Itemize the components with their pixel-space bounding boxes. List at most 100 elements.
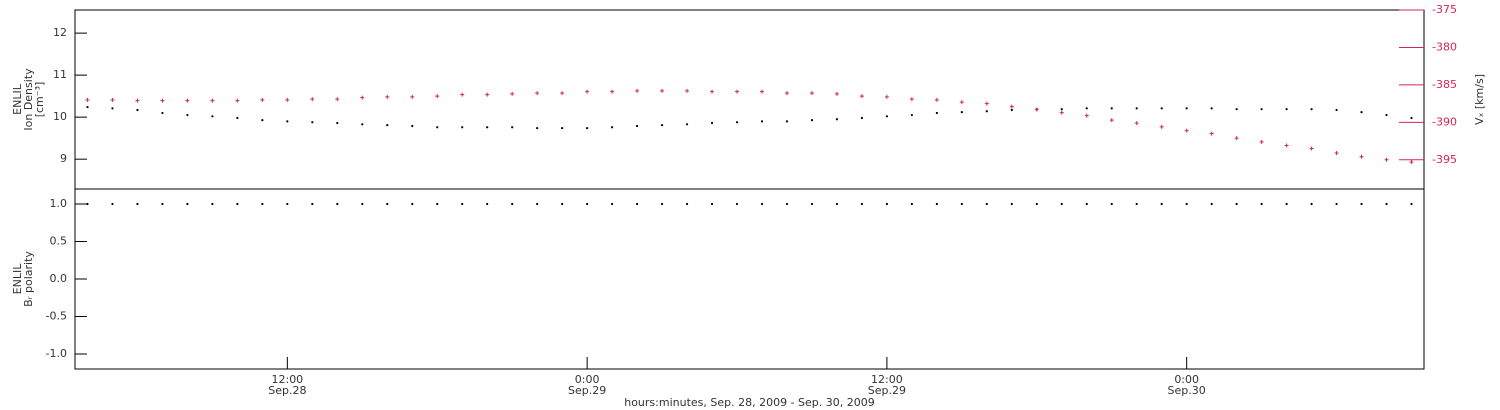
point (960, 111, 963, 114)
point (1410, 116, 1413, 120)
point (1085, 202, 1088, 206)
point (1110, 202, 1113, 206)
point (835, 118, 839, 121)
point (510, 91, 515, 96)
y2-tick-label: -385 (1432, 78, 1457, 91)
point (1260, 202, 1263, 206)
point (136, 108, 139, 112)
point (561, 202, 564, 206)
point (635, 202, 639, 206)
y-tick-label: 0.0 (50, 272, 68, 285)
point (909, 97, 914, 102)
point (1310, 202, 1313, 206)
point (436, 202, 439, 206)
point (385, 94, 390, 99)
point (735, 89, 740, 94)
point (1234, 136, 1239, 141)
point (285, 97, 290, 102)
point (1135, 202, 1138, 206)
y2-tick-label: -390 (1432, 115, 1457, 128)
point (260, 97, 265, 102)
point (1160, 202, 1163, 206)
point (235, 98, 240, 103)
point (560, 91, 565, 96)
y2-tick-label: -375 (1432, 3, 1457, 16)
y-tick-label: -1.0 (46, 347, 67, 360)
point (261, 202, 264, 206)
point (685, 202, 689, 206)
point (1259, 139, 1264, 144)
point (336, 121, 339, 125)
point (1185, 107, 1188, 110)
point (411, 124, 414, 128)
point (210, 98, 215, 103)
point (136, 202, 139, 206)
point (1009, 104, 1014, 109)
point (361, 123, 364, 126)
x-tick-date: Sep.28 (268, 384, 306, 397)
point (436, 126, 439, 129)
point (660, 202, 664, 206)
point (660, 88, 665, 93)
point (161, 111, 164, 115)
y-tick-label: 12 (53, 26, 67, 39)
x-tick-date: Sep.29 (568, 384, 606, 397)
point (135, 98, 140, 103)
point (735, 121, 739, 124)
point (685, 123, 689, 126)
point (336, 202, 339, 206)
point (1085, 107, 1088, 110)
point (1109, 118, 1114, 123)
point (710, 121, 714, 125)
point (1360, 111, 1363, 114)
point (1235, 108, 1238, 111)
point (635, 124, 639, 128)
point (960, 202, 963, 206)
point (161, 202, 164, 206)
point (286, 120, 289, 123)
point (910, 202, 913, 206)
y2-axis-label: Vₓ [km/s] (1473, 74, 1486, 125)
point (186, 202, 189, 206)
y-tick-label: 1.0 (50, 197, 68, 210)
point (111, 202, 114, 206)
point (286, 202, 289, 206)
point (586, 126, 589, 130)
point (959, 100, 964, 105)
point (1035, 202, 1038, 206)
point (611, 126, 614, 129)
y-axis-label: ENLIL (11, 83, 24, 115)
point (860, 116, 864, 120)
y-axis-label: Ion Density (22, 68, 35, 131)
point (486, 126, 489, 129)
point (1034, 107, 1039, 112)
y-axis-label: ENLIL (11, 263, 24, 295)
point (1210, 202, 1213, 206)
point (1409, 160, 1414, 165)
point (1110, 107, 1113, 110)
point (1260, 108, 1263, 111)
point (810, 118, 814, 122)
point (460, 92, 465, 97)
point (511, 126, 514, 129)
point (1134, 121, 1139, 126)
point (985, 110, 988, 113)
point (760, 120, 764, 123)
x-tick-date: Sep.29 (868, 384, 906, 397)
point (985, 202, 988, 206)
x-tick-label: 12:00 (271, 373, 303, 386)
point (185, 98, 190, 103)
y-tick-label: -0.5 (46, 310, 67, 323)
point (610, 89, 615, 94)
point (310, 97, 315, 102)
point (86, 202, 89, 206)
point (835, 202, 839, 206)
point (486, 202, 489, 206)
point (984, 101, 989, 106)
point (1384, 157, 1389, 162)
point (934, 97, 939, 102)
point (186, 113, 189, 117)
point (1310, 108, 1313, 111)
point (1060, 108, 1063, 111)
